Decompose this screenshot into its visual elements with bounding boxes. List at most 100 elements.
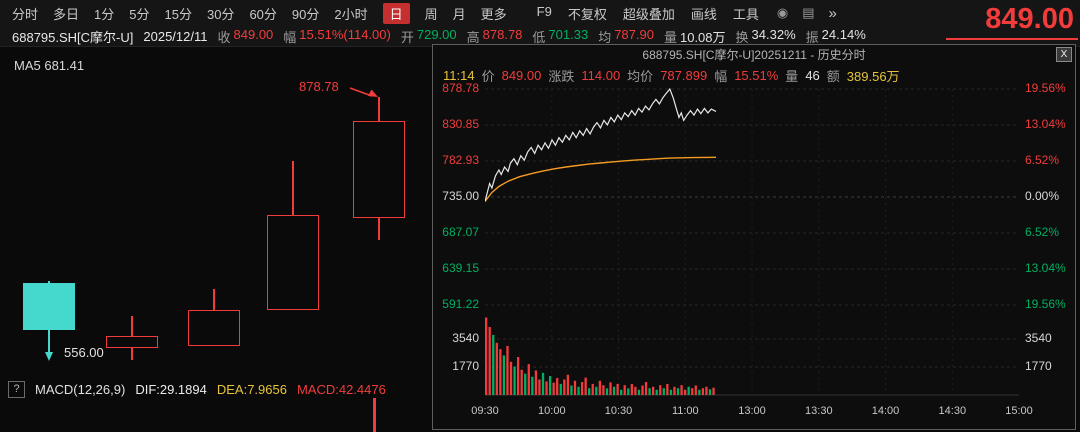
volume-axis-label: 3540 — [1025, 331, 1052, 345]
period-tab-1[interactable]: 分时 — [12, 6, 39, 22]
volume-bar — [655, 389, 658, 395]
quote-field-label: 换 — [735, 29, 749, 45]
macd-dif-value: DIF:29.1894 — [135, 382, 207, 397]
toolbar-action-5[interactable]: 工具 — [732, 6, 759, 22]
period-tab-3[interactable]: 1分 — [94, 6, 115, 22]
volume-bar — [506, 345, 509, 395]
indicator-icon[interactable]: ◉ — [776, 4, 789, 20]
price-axis-label: 735.00 — [442, 189, 479, 203]
quote-fields: 收 849.00 幅 15.51%(114.00) 开 729.00 高 878.78 低 701… — [218, 27, 866, 46]
quote-field-4: 高 878.78 — [467, 27, 523, 46]
volume-bar — [559, 383, 562, 395]
quote-field-value: 24.14% — [821, 26, 866, 42]
time-axis-label: 11:00 — [671, 405, 699, 417]
volume-bar — [570, 385, 573, 395]
volume-bar — [520, 369, 523, 395]
volume-bar — [605, 388, 609, 395]
macd-indicator-row: ? MACD(12,26,9) DIF:29.1894 DEA:7.9656 M… — [8, 381, 386, 398]
macd-histogram-bar — [373, 398, 376, 432]
volume-bar — [566, 374, 570, 395]
time-value: 11:14 — [443, 67, 475, 83]
toolbar-icons: ◉ ▤ » — [777, 5, 837, 22]
toolbar-action-4[interactable]: 画线 — [690, 6, 717, 22]
time-axis-label: 13:00 — [738, 405, 766, 417]
volume-bar — [627, 388, 630, 395]
volume-bar — [531, 376, 534, 395]
volume-bar — [552, 382, 555, 395]
volume-bar — [662, 388, 665, 395]
volume-bar — [666, 383, 669, 395]
chevron-double-right-icon[interactable]: » — [828, 4, 837, 22]
toolbar-action-2[interactable]: 不复权 — [567, 6, 607, 22]
panel-icon[interactable]: ▤ — [802, 4, 815, 20]
quote-field-8: 换 34.32% — [736, 27, 796, 46]
amount-label: 额 — [826, 68, 840, 84]
price-label: 价 — [481, 68, 495, 84]
volume-bar — [676, 388, 680, 395]
period-tab-4[interactable]: 5分 — [129, 6, 150, 22]
volume-bar — [488, 326, 491, 395]
toolbar-action-3[interactable]: 超级叠加 — [622, 6, 675, 22]
volume-bar — [612, 386, 616, 395]
quote-field-value: 787.90 — [614, 26, 654, 42]
volume-bar — [577, 386, 580, 395]
avg-label: 均价 — [627, 68, 654, 84]
volume-bar — [541, 372, 545, 395]
volume-bar — [556, 377, 559, 395]
time-axis-label: 14:30 — [938, 405, 967, 417]
quote-field-value: 34.32% — [751, 26, 796, 42]
ma5-label: MA5 681.41 — [14, 58, 85, 73]
time-axis-label: 14:00 — [871, 405, 900, 417]
macd-title[interactable]: MACD(12,26,9) — [35, 382, 126, 397]
volume-bar — [641, 385, 644, 395]
avg-value: 787.899 — [660, 67, 708, 83]
period-tab-11[interactable]: 周 — [424, 6, 438, 22]
candle-body — [188, 309, 240, 346]
volume-bar — [492, 334, 495, 395]
period-tab-7[interactable]: 60分 — [249, 6, 277, 22]
price-value: 849.00 — [501, 67, 542, 83]
period-tab-13[interactable]: 更多 — [480, 6, 507, 22]
change-label: 涨跌 — [548, 68, 575, 84]
pct-axis-label: 19.56% — [1025, 297, 1066, 311]
high-arrow-head — [368, 89, 378, 97]
volume-bar — [516, 357, 520, 395]
period-tab-10[interactable]: 日 — [382, 2, 410, 24]
volume-bar — [598, 380, 601, 395]
quote-field-label: 开 — [400, 29, 414, 45]
close-button[interactable]: X — [1056, 47, 1072, 62]
help-icon[interactable]: ? — [8, 381, 25, 398]
period-tab-9[interactable]: 2小时 — [334, 6, 368, 22]
period-tab-8[interactable]: 90分 — [291, 6, 320, 22]
period-tab-12[interactable]: 月 — [452, 6, 466, 22]
macd-macd-value: MACD:42.4476 — [296, 382, 386, 397]
period-tab-5[interactable]: 15分 — [164, 6, 192, 22]
time-axis-label: 10:30 — [604, 405, 633, 417]
volume-bar — [591, 383, 594, 395]
volume-bar — [524, 373, 527, 395]
time-axis-label: 10:00 — [538, 405, 566, 417]
volume-bar — [708, 389, 712, 395]
volume-bar — [588, 388, 591, 395]
period-tab-6[interactable]: 30分 — [206, 6, 235, 22]
period-tab-2[interactable]: 多日 — [53, 6, 80, 22]
volume-bar — [669, 389, 673, 395]
volume-bar — [683, 389, 687, 395]
volume-bar — [563, 379, 566, 395]
intraday-chart: 878.78 830.85 782.93 735.00 687.07 639.15 591.… — [433, 81, 1075, 429]
pct-axis-label: 6.52% — [1025, 225, 1060, 239]
toolbar-action-1[interactable]: F9 — [536, 3, 552, 19]
volume-bar — [637, 389, 641, 395]
price-axis-label: 830.85 — [442, 117, 479, 131]
high-annotation: 878.78 — [299, 79, 339, 94]
quote-field-7: 量 10.08万 — [664, 27, 726, 46]
quote-field-label: 振 — [805, 29, 819, 45]
volume-bar — [694, 385, 697, 395]
volume-bar — [648, 388, 651, 395]
volume-bar — [616, 383, 619, 395]
volume-bar — [584, 377, 587, 395]
amount-value: 389.56万 — [846, 68, 900, 84]
volume-label: 量 — [785, 68, 799, 84]
